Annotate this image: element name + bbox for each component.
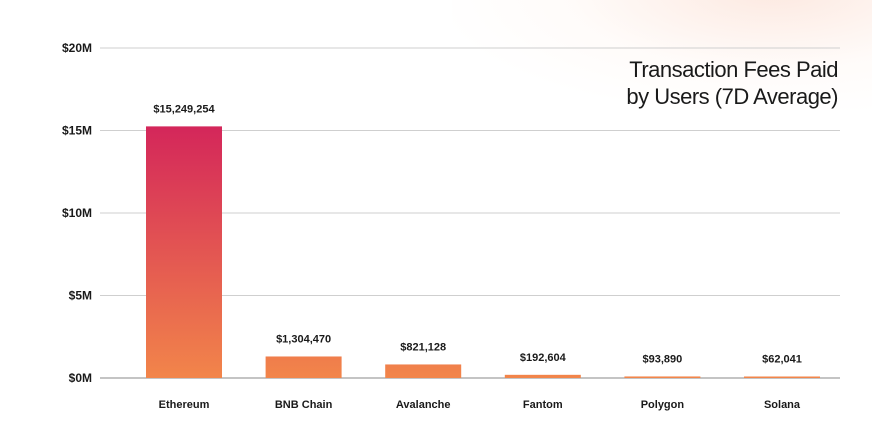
chart-title: Transaction Fees Paid by Users (7D Avera… [626, 56, 838, 110]
data-label: $821,128 [400, 341, 446, 353]
grid-lines [100, 47, 840, 379]
bar-fantom [504, 374, 581, 378]
bar-polygon [624, 376, 701, 378]
x-tick-label: Fantom [523, 399, 563, 411]
bar-ethereum [146, 126, 222, 379]
y-axis-tick-labels: $0M $5M $10M $15M $20M [62, 41, 92, 385]
bars [146, 126, 820, 379]
data-label: $1,304,470 [276, 333, 331, 345]
y-tick-label: $5M [69, 289, 92, 303]
x-tick-label: Polygon [641, 399, 685, 411]
chart-title-line-1: Transaction Fees Paid [629, 57, 838, 82]
chart-title-line-2: by Users (7D Average) [626, 84, 838, 109]
data-label: $15,249,254 [153, 103, 215, 115]
x-tick-label: BNB Chain [275, 399, 333, 411]
y-tick-label: $15M [62, 124, 92, 138]
y-tick-label: $0M [69, 371, 92, 385]
data-label: $192,604 [520, 352, 567, 364]
x-tick-label: Solana [764, 399, 801, 411]
x-tick-label: Ethereum [159, 399, 210, 411]
y-tick-label: $10M [62, 206, 92, 220]
y-tick-label: $20M [62, 41, 92, 55]
bar-bnb-chain [265, 356, 342, 378]
x-axis-tick-labels: Ethereum BNB Chain Avalanche Fantom Polygon S… [159, 399, 801, 411]
data-labels: $15,249,254 $1,304,470 $821,128 $192,604 $93… [153, 103, 801, 365]
bar-solana [744, 376, 820, 378]
bar-avalanche [385, 364, 462, 378]
data-label: $93,890 [643, 353, 683, 365]
x-tick-label: Avalanche [396, 399, 451, 411]
data-label: $62,041 [762, 354, 802, 366]
